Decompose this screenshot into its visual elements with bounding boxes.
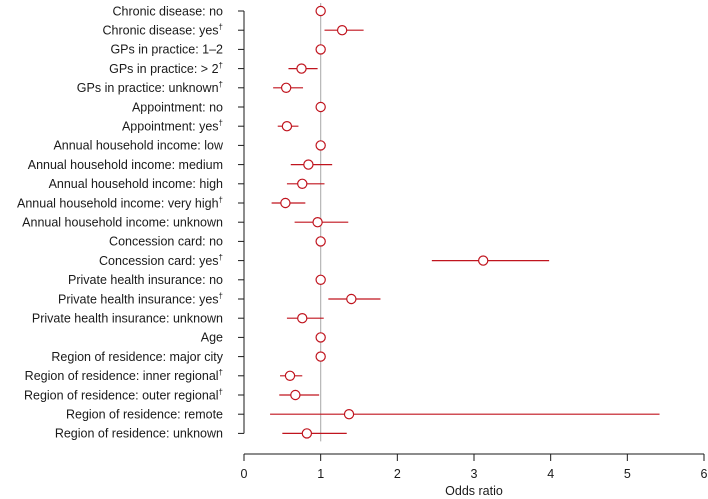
- x-tick-label: 5: [624, 467, 631, 481]
- row-label: GPs in practice: > 2†: [109, 61, 223, 76]
- row-label-text: Annual household income: very high: [17, 196, 219, 210]
- estimates-group: [270, 5, 660, 439]
- row-label-text: Private health insurance: unknown: [32, 312, 223, 326]
- row-label-text: Annual household income: unknown: [22, 216, 223, 230]
- row-label: Annual household income: very high†: [17, 195, 223, 210]
- row-label-text: Chronic disease: yes: [103, 24, 219, 38]
- odds-ratio-marker: [315, 274, 326, 285]
- odds-ratio-marker: [290, 389, 301, 401]
- row-label-text: Private health insurance: no: [68, 273, 223, 287]
- row-label-text: Region of residence: outer regional: [24, 388, 219, 402]
- odds-ratio-marker: [281, 120, 293, 132]
- row-label-text: Chronic disease: no: [113, 4, 224, 18]
- row-label-text: Region of residence: inner regional: [25, 369, 219, 383]
- row-label: Region of residence: inner regional†: [25, 368, 223, 383]
- row-label: Appointment: no: [132, 100, 223, 114]
- dagger-superscript: †: [219, 387, 223, 396]
- odds-ratio-marker: [280, 82, 292, 94]
- row-label: GPs in practice: unknown†: [77, 80, 223, 95]
- odds-ratio-marker: [296, 63, 307, 74]
- odds-ratio-marker: [284, 370, 296, 381]
- row-label-text: Concession card: no: [109, 235, 223, 249]
- x-axis-title: Odds ratio: [445, 484, 503, 498]
- odds-ratio-marker: [315, 101, 326, 113]
- odds-ratio-marker: [315, 351, 326, 362]
- odds-ratio-marker: [478, 255, 489, 266]
- dagger-superscript: †: [219, 291, 223, 300]
- row-label: Annual household income: medium: [28, 158, 223, 172]
- row-label: Annual household income: unknown: [22, 216, 223, 230]
- odds-ratio-marker: [297, 178, 308, 189]
- odds-ratio-marker: [312, 216, 323, 228]
- row-label-text: Annual household income: high: [49, 177, 223, 191]
- row-label: Annual household income: low: [53, 139, 224, 153]
- row-label-text: Appointment: yes: [122, 120, 219, 134]
- odds-ratio-marker: [315, 236, 326, 247]
- row-label-text: Appointment: no: [132, 100, 223, 114]
- row-label-text: Private health insurance: yes: [58, 292, 219, 306]
- row-label-text: GPs in practice: > 2: [109, 62, 218, 76]
- x-tick-label: 1: [317, 467, 324, 481]
- odds-ratio-marker: [315, 44, 326, 55]
- row-label: Region of residence: major city: [51, 350, 223, 364]
- dagger-superscript: †: [219, 61, 223, 70]
- row-label: GPs in practice: 1–2: [110, 43, 223, 57]
- odds-ratio-marker: [301, 428, 313, 439]
- row-label: Private health insurance: yes†: [58, 291, 223, 306]
- odds-ratio-marker: [303, 159, 314, 170]
- odds-ratio-marker: [343, 409, 355, 420]
- row-label: Appointment: yes†: [122, 119, 223, 134]
- row-label: Chronic disease: no: [113, 4, 224, 18]
- dagger-superscript: †: [219, 253, 223, 262]
- row-label: Concession card: yes†: [99, 253, 223, 268]
- row-label-text: Annual household income: low: [53, 139, 224, 153]
- x-tick-label: 2: [394, 467, 401, 481]
- row-label: Annual household income: high: [49, 177, 223, 191]
- row-label: Region of residence: remote: [66, 408, 223, 422]
- odds-ratio-marker: [346, 293, 357, 305]
- row-label: Private health insurance: unknown: [32, 312, 223, 326]
- row-label: Region of residence: outer regional†: [24, 387, 223, 402]
- x-tick-label: 0: [241, 467, 248, 481]
- dagger-superscript: †: [219, 195, 223, 204]
- row-label-text: Concession card: yes: [99, 254, 219, 268]
- row-label-text: Region of residence: remote: [66, 408, 223, 422]
- odds-ratio-marker: [315, 332, 326, 343]
- row-label-text: Age: [201, 331, 223, 345]
- x-tick-label: 4: [547, 467, 554, 481]
- dagger-superscript: †: [219, 368, 223, 377]
- row-label-text: Region of residence: major city: [51, 350, 223, 364]
- row-label-text: GPs in practice: unknown: [77, 81, 219, 95]
- x-tick-label: 6: [701, 467, 708, 481]
- row-label: Region of residence: unknown: [55, 427, 223, 441]
- odds-ratio-marker: [315, 140, 326, 151]
- dagger-superscript: †: [219, 80, 223, 89]
- row-label: Private health insurance: no: [68, 273, 223, 287]
- row-label-text: Annual household income: medium: [28, 158, 223, 172]
- x-ticks-group: 0 1 2 3 4 5 6: [241, 454, 708, 481]
- dagger-superscript: †: [219, 119, 223, 128]
- row-label: Chronic disease: yes†: [103, 23, 223, 38]
- x-tick-label: 3: [471, 467, 478, 481]
- row-label-text: Region of residence: unknown: [55, 427, 223, 441]
- odds-ratio-marker: [297, 313, 308, 324]
- row-label: Concession card: no: [109, 235, 223, 249]
- row-label-text: GPs in practice: 1–2: [110, 43, 223, 57]
- dagger-superscript: †: [219, 23, 223, 32]
- odds-ratio-marker: [280, 197, 291, 209]
- odds-ratio-marker: [336, 25, 348, 36]
- row-label: Age: [201, 331, 223, 345]
- axes-group: [238, 10, 704, 455]
- odds-ratio-marker: [315, 5, 326, 17]
